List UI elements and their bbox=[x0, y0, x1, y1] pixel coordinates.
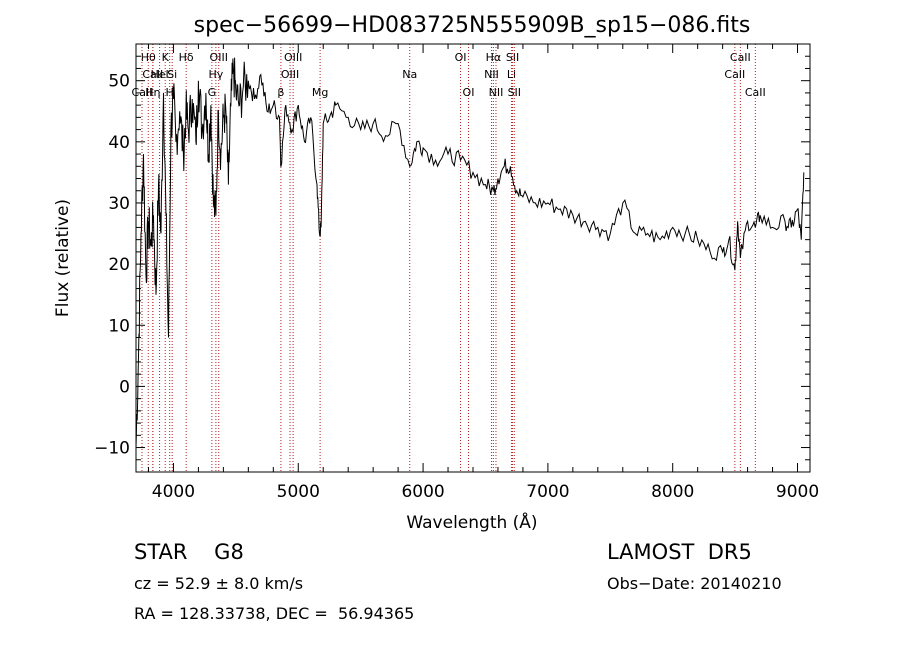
y-tick-label-6: 50 bbox=[108, 72, 130, 92]
y-tick-label-4: 30 bbox=[108, 194, 130, 214]
marker-label-24: SII bbox=[508, 86, 521, 99]
marker-label-0: Hθ bbox=[141, 51, 156, 64]
spectrum-line-group bbox=[135, 57, 805, 448]
marker-label-23: Li bbox=[507, 68, 516, 81]
x-tick-label-2: 6000 bbox=[401, 482, 444, 502]
marker-label-8: Hδ bbox=[179, 51, 194, 64]
marker-label-2: CaII bbox=[132, 86, 153, 99]
marker-label-5: HeI bbox=[150, 68, 168, 81]
x-tick-label-3: 7000 bbox=[526, 482, 569, 502]
marker-label-13: OIII bbox=[281, 68, 299, 81]
marker-label-6: H bbox=[166, 86, 174, 99]
x-axis: 4000 5000 6000 7000 8000 9000 bbox=[147, 44, 819, 502]
y-tick-label-1: 0 bbox=[119, 377, 130, 397]
marker-label-12: OIII bbox=[284, 51, 302, 64]
marker-label-16: Na bbox=[402, 68, 417, 81]
y-tick-label-2: 10 bbox=[108, 316, 130, 336]
x-tick-label-0: 4000 bbox=[152, 482, 195, 502]
marker-label-14: β bbox=[277, 86, 284, 99]
survey-name: LAMOST DR5 bbox=[607, 540, 752, 564]
y-axis: −10 0 10 20 30 40 50 bbox=[94, 55, 810, 461]
marker-label-20: NII bbox=[484, 68, 499, 81]
marker-label-10: Hγ bbox=[208, 68, 223, 81]
marker-label-26: CaII bbox=[724, 68, 745, 81]
y-tick-label-3: 20 bbox=[108, 255, 130, 275]
observation-date: Obs−Date: 20140210 bbox=[607, 574, 782, 593]
marker-label-17: OI bbox=[455, 51, 467, 64]
marker-label-9: OIII bbox=[210, 51, 228, 64]
marker-label-19: Hα bbox=[486, 51, 502, 64]
plot-frame bbox=[135, 43, 811, 473]
marker-label-18: OI bbox=[463, 86, 475, 99]
marker-label-3: Hη bbox=[145, 86, 160, 99]
x-tick-label-4: 8000 bbox=[651, 482, 694, 502]
marker-label-27: CaII bbox=[745, 86, 766, 99]
marker-label-4: K bbox=[162, 51, 170, 64]
marker-label-11: G bbox=[208, 86, 217, 99]
marker-label-21: NII bbox=[489, 86, 504, 99]
sky-coordinates: RA = 128.33738, DEC = 56.94365 bbox=[134, 604, 415, 623]
object-class: STAR G8 bbox=[134, 540, 244, 564]
x-axis-label: Wavelength (Å) bbox=[406, 511, 537, 533]
y-tick-label-5: 40 bbox=[108, 133, 130, 153]
y-tick-label-0: −10 bbox=[94, 439, 130, 459]
marker-label-15: Mg bbox=[312, 86, 328, 99]
x-tick-label-1: 5000 bbox=[277, 482, 320, 502]
spectrum-line bbox=[135, 57, 805, 448]
spectrum-chart: spec−56699−HD083725N555909B_sp15−086.fit… bbox=[53, 13, 819, 533]
marker-label-22: SII bbox=[506, 51, 519, 64]
redshift-velocity: cz = 52.9 ± 8.0 km/s bbox=[134, 574, 304, 593]
marker-label-7: Si bbox=[167, 68, 177, 81]
x-tick-label-5: 9000 bbox=[776, 482, 819, 502]
y-axis-label: Flux (relative) bbox=[53, 199, 73, 317]
marker-label-25: CaII bbox=[730, 51, 751, 64]
chart-title: spec−56699−HD083725N555909B_sp15−086.fit… bbox=[194, 13, 751, 38]
